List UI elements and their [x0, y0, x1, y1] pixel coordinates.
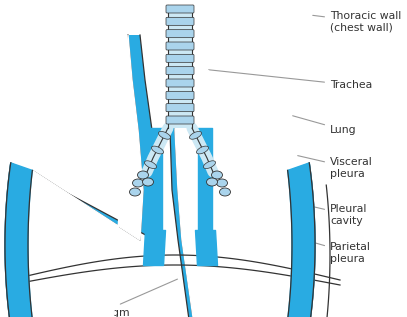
FancyBboxPatch shape: [166, 54, 194, 62]
Text: Parietal
pleura: Parietal pleura: [308, 241, 371, 264]
Ellipse shape: [142, 178, 153, 186]
Ellipse shape: [151, 146, 164, 154]
Polygon shape: [175, 35, 292, 317]
Ellipse shape: [158, 132, 171, 139]
FancyBboxPatch shape: [166, 116, 194, 124]
Ellipse shape: [204, 161, 216, 169]
Ellipse shape: [197, 146, 208, 154]
Polygon shape: [170, 35, 315, 317]
Ellipse shape: [219, 188, 230, 196]
FancyBboxPatch shape: [166, 104, 194, 112]
FancyBboxPatch shape: [168, 5, 192, 128]
Text: Visceral
pleura: Visceral pleura: [298, 156, 373, 179]
FancyBboxPatch shape: [166, 30, 194, 38]
Ellipse shape: [212, 171, 223, 179]
Text: Lung: Lung: [293, 116, 357, 135]
Ellipse shape: [138, 171, 149, 179]
FancyBboxPatch shape: [166, 67, 194, 75]
FancyBboxPatch shape: [166, 5, 194, 13]
Ellipse shape: [206, 178, 217, 186]
Text: Thoracic wall
(chest wall): Thoracic wall (chest wall): [313, 11, 401, 33]
Ellipse shape: [129, 188, 140, 196]
Ellipse shape: [144, 161, 157, 169]
Polygon shape: [28, 35, 143, 317]
Text: Pleural
cavity: Pleural cavity: [309, 204, 368, 226]
Text: Diaphragm: Diaphragm: [70, 279, 177, 317]
Ellipse shape: [217, 179, 228, 187]
Polygon shape: [5, 35, 158, 317]
Polygon shape: [288, 163, 315, 317]
FancyBboxPatch shape: [166, 17, 194, 25]
Polygon shape: [5, 163, 32, 317]
FancyBboxPatch shape: [166, 91, 194, 99]
Text: Trachea: Trachea: [195, 68, 372, 90]
Ellipse shape: [190, 132, 201, 139]
FancyBboxPatch shape: [166, 42, 194, 50]
FancyBboxPatch shape: [166, 79, 194, 87]
Ellipse shape: [133, 179, 144, 187]
